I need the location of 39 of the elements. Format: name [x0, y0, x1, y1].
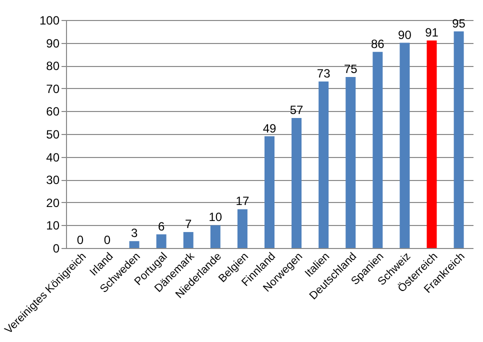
- y-tick-label: 30: [46, 173, 60, 188]
- y-tick-label: 40: [46, 150, 60, 164]
- bar: [318, 82, 329, 248]
- y-tick-label: 90: [46, 36, 60, 50]
- data-label: 86: [370, 36, 385, 51]
- data-label: 73: [316, 66, 331, 81]
- data-label: 3: [130, 226, 138, 240]
- data-label: 91: [425, 26, 439, 40]
- y-tick-label: 10: [46, 218, 60, 233]
- data-label: 0: [104, 233, 111, 247]
- data-label: 6: [158, 219, 165, 234]
- y-tick-label: 50: [46, 128, 60, 142]
- bar: [400, 42, 410, 248]
- bar: [264, 136, 274, 248]
- bar: [372, 52, 383, 248]
- bar: [426, 40, 437, 248]
- bar: [183, 232, 194, 248]
- data-label: 49: [262, 121, 276, 136]
- bar: [237, 209, 248, 248]
- y-tick-label: 60: [46, 104, 60, 119]
- y-tick-label: 100: [39, 14, 60, 28]
- bar: [454, 31, 464, 248]
- data-label: 90: [398, 28, 412, 42]
- data-label: 10: [208, 210, 222, 224]
- data-label: 95: [452, 16, 466, 30]
- data-label: 57: [290, 103, 304, 118]
- bar: [292, 118, 302, 248]
- y-tick-label: 80: [46, 59, 60, 74]
- data-label: 0: [76, 233, 84, 247]
- bar: [156, 234, 166, 248]
- y-tick-label: 20: [46, 196, 60, 210]
- data-label: 17: [236, 194, 250, 208]
- data-label: 75: [344, 62, 358, 76]
- bar: [129, 241, 140, 248]
- bar: [346, 77, 356, 248]
- data-label: 7: [185, 217, 192, 232]
- y-tick-label: 0: [52, 242, 60, 256]
- bar: [210, 225, 220, 248]
- y-tick-label: 70: [46, 82, 60, 96]
